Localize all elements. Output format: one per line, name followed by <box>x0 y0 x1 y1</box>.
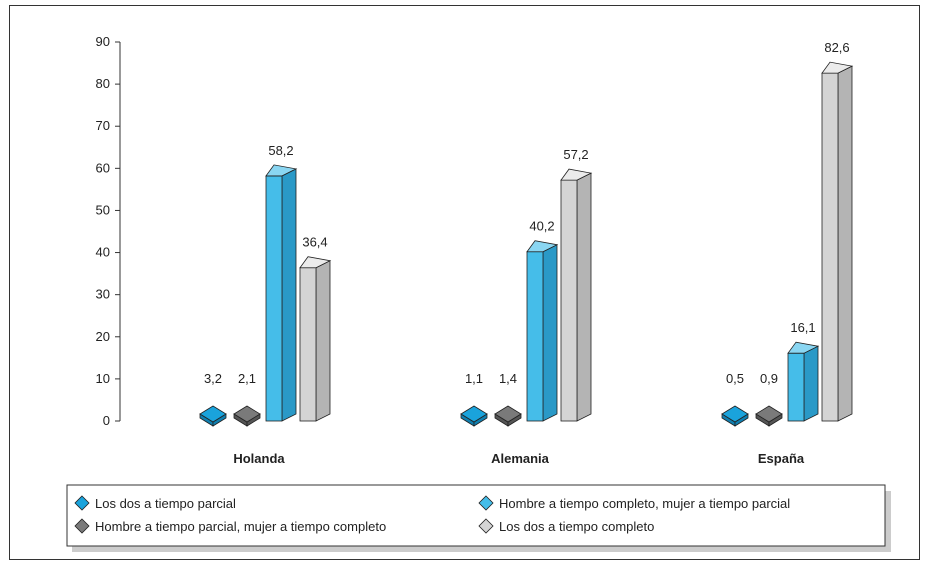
y-tick-label: 20 <box>96 329 110 344</box>
chart-frame: 0 10 20 30 40 50 60 70 80 90 3,2 2,1 58,2 36,4 Holand… <box>9 5 920 560</box>
bar-tile-top <box>755 405 783 423</box>
legend-label: Los dos a tiempo completo <box>499 519 654 534</box>
legend-swatch-icon <box>478 495 494 511</box>
legend-label: Los dos a tiempo parcial <box>95 496 236 511</box>
bar-holanda-1 <box>199 405 227 427</box>
data-label: 1,4 <box>499 371 517 386</box>
bar-alemania-4 <box>560 168 593 422</box>
legend: Los dos a tiempo parcial Hombre a tiempo … <box>66 484 891 552</box>
data-label: 0,9 <box>760 371 778 386</box>
bar-top-face <box>821 61 854 74</box>
bar-espana-4 <box>821 61 854 422</box>
bar-tile-top <box>460 405 488 423</box>
bar-holanda-2 <box>233 405 261 427</box>
labels-layer: 3,2 2,1 58,2 36,4 Holanda 1,1 1,4 40,2 57,2 Alema… <box>204 40 850 466</box>
data-label: 40,2 <box>529 219 554 234</box>
bar-side-face <box>837 65 853 422</box>
bar-holanda-3 <box>265 164 298 422</box>
bar-espana-1 <box>721 405 749 427</box>
bar-holanda-4 <box>299 256 332 422</box>
bar-front-face <box>265 175 283 422</box>
bar-top-face <box>299 256 332 269</box>
y-tick-label: 70 <box>96 118 110 133</box>
bar-side-face <box>576 172 592 422</box>
bar-top-face <box>265 164 298 177</box>
legend-swatch-icon <box>74 495 90 511</box>
data-label: 1,1 <box>465 371 483 386</box>
legend-item: Los dos a tiempo parcial <box>74 495 236 511</box>
bar-alemania-1 <box>460 405 488 427</box>
bar-chart: 0 10 20 30 40 50 60 70 80 90 3,2 2,1 58,2 36,4 Holand… <box>66 34 891 552</box>
bar-front-face <box>560 179 578 422</box>
bar-tile-top <box>199 405 227 423</box>
y-tick-label: 0 <box>103 413 110 428</box>
legend-label: Hombre a tiempo parcial, mujer a tiempo … <box>95 519 386 534</box>
bar-top-face <box>526 240 559 253</box>
bar-alemania-3 <box>526 240 559 422</box>
y-tick-label: 60 <box>96 160 110 175</box>
bar-tile-top <box>721 405 749 423</box>
data-label: 0,5 <box>726 371 744 386</box>
y-tick-label: 10 <box>96 371 110 386</box>
bar-espana-3 <box>787 341 820 422</box>
data-label: 58,2 <box>268 143 293 158</box>
legend-item: Hombre a tiempo parcial, mujer a tiempo … <box>74 518 386 534</box>
y-tick-label: 80 <box>96 76 110 91</box>
bar-front-face <box>299 267 317 422</box>
axis-layer: 0 10 20 30 40 50 60 70 80 90 <box>96 34 121 428</box>
bar-top-face <box>787 341 820 354</box>
legend-swatch-icon <box>478 518 494 534</box>
category-label: España <box>758 451 805 466</box>
bar-front-face <box>526 251 544 422</box>
legend-swatch-icon <box>74 518 90 534</box>
data-label: 2,1 <box>238 371 256 386</box>
legend-item: Hombre a tiempo completo, mujer a tiempo… <box>478 495 790 511</box>
bar-side-face <box>542 244 558 422</box>
category-label: Alemania <box>491 451 550 466</box>
legend-box <box>66 484 886 547</box>
bar-front-face <box>821 72 839 422</box>
data-label: 57,2 <box>563 147 588 162</box>
bar-front-face <box>787 352 805 422</box>
data-label: 82,6 <box>824 40 849 55</box>
data-label: 3,2 <box>204 371 222 386</box>
data-label: 36,4 <box>302 235 327 250</box>
bar-espana-2 <box>755 405 783 427</box>
bar-side-face <box>315 260 331 422</box>
y-tick-label: 40 <box>96 245 110 260</box>
legend-label: Hombre a tiempo completo, mujer a tiempo… <box>499 496 790 511</box>
category-label: Holanda <box>233 451 285 466</box>
bar-tile-top <box>494 405 522 423</box>
bar-top-face <box>560 168 593 181</box>
legend-item: Los dos a tiempo completo <box>478 518 654 534</box>
y-tick-label: 50 <box>96 202 110 217</box>
y-tick-label: 90 <box>96 34 110 49</box>
bar-alemania-2 <box>494 405 522 427</box>
bar-side-face <box>803 345 819 422</box>
y-tick-label: 30 <box>96 287 110 302</box>
data-label: 16,1 <box>790 320 815 335</box>
bars-layer <box>199 61 854 427</box>
bar-side-face <box>281 168 297 422</box>
bar-tile-top <box>233 405 261 423</box>
